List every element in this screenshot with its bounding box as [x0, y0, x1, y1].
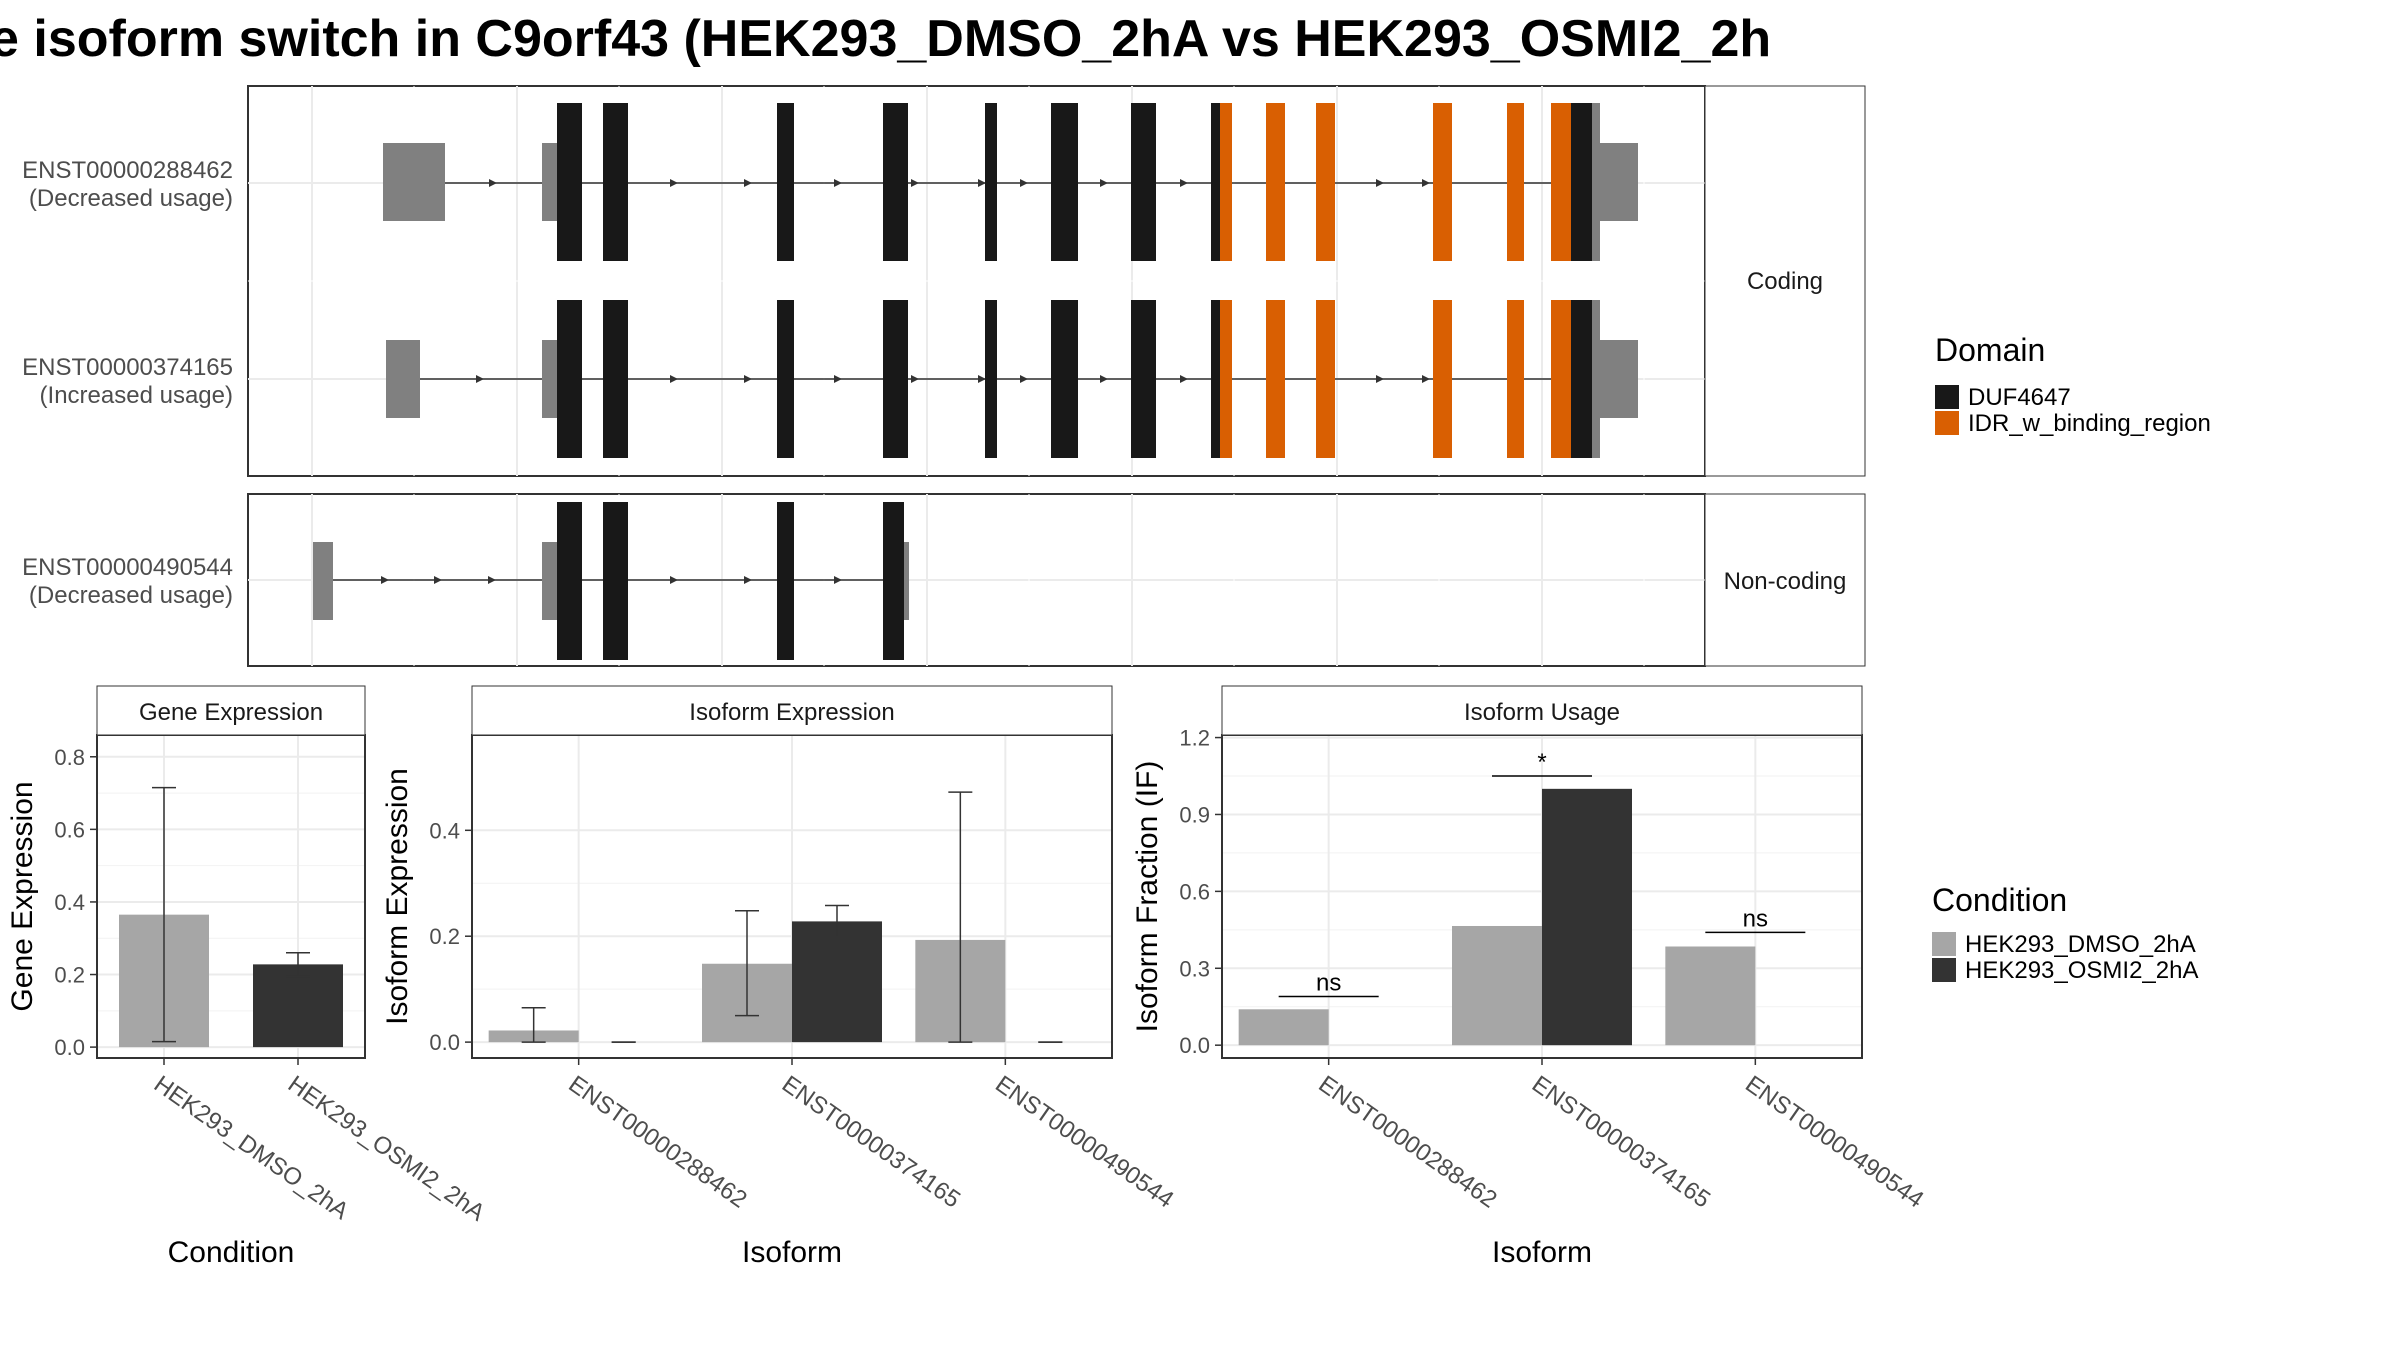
y-tick-label: 0.4 — [429, 818, 460, 843]
chart-title: Isoform Expression — [689, 699, 894, 726]
bar-hek293-dmso-2ha-enst00000490544 — [1665, 946, 1756, 1046]
transcript-label-1-usage: (Decreased usage) — [29, 185, 233, 212]
legend-label-dmso: HEK293_DMSO_2hA — [1965, 931, 2196, 958]
facet-label-noncoding: Non-coding — [1724, 568, 1847, 595]
legend-condition-title: Condition — [1932, 882, 2067, 918]
y-tick-label: 0.4 — [54, 890, 85, 915]
y-tick-label: 1.2 — [1179, 726, 1210, 751]
legend-label-osmi2: HEK293_OSMI2_2hA — [1965, 957, 2198, 984]
y-tick-label: 0.0 — [429, 1030, 460, 1055]
chart-isoform-usage: ns * ns Isoform Usage 0.0 0.3 0.6 0.9 1.2 ENST000… — [1131, 685, 1928, 1269]
legend-swatch-duf4647 — [1935, 385, 1959, 409]
legend-label-duf4647: DUF4647 — [1968, 384, 2071, 411]
x-axis-title: Condition — [168, 1236, 295, 1269]
transcript-label-1-id: ENST00000288462 — [22, 157, 233, 184]
transcript-labels: ENST00000288462 (Decreased usage) ENST00… — [22, 157, 233, 609]
bar-hek293-osmi2-2ha — [253, 964, 343, 1048]
x-tick-label-enst00000374165: ENST00000374165 — [1527, 1071, 1715, 1214]
legend-domain: Domain DUF4647 IDR_w_binding_region — [1935, 332, 2211, 437]
x-tick-label-enst00000490544: ENST00000490544 — [990, 1071, 1178, 1214]
legend-swatch-osmi2 — [1932, 958, 1956, 982]
transcript-structure-1 — [383, 103, 1638, 261]
y-tick-label: 0.9 — [1179, 802, 1210, 827]
facet-strip-coding — [1704, 85, 1866, 477]
bar-hek293-osmi2-2ha-enst00000374165 — [1542, 788, 1632, 1046]
chart-title: Isoform Usage — [1464, 699, 1620, 726]
significance-label: ns — [1743, 905, 1768, 932]
transcript-structure-3 — [313, 502, 909, 660]
significance-label: * — [1537, 749, 1546, 776]
significance-label: ns — [1316, 969, 1341, 996]
facet-strip — [1221, 685, 1863, 736]
y-tick-label: 0.3 — [1179, 956, 1210, 981]
x-tick-label-enst00000288462: ENST00000288462 — [1314, 1071, 1502, 1214]
facet-strip — [471, 685, 1113, 736]
y-axis-title: Isoform Fraction (IF) — [1131, 761, 1164, 1033]
bar-hek293-dmso-2ha-enst00000374165 — [1452, 925, 1542, 1046]
chart-gene-expression: Gene Expression0.00.20.40.60.8HEK293_DMS… — [6, 685, 490, 1269]
y-tick-label: 0.2 — [429, 924, 460, 949]
y-tick-label: 0.0 — [54, 1035, 85, 1060]
legend-domain-title: Domain — [1935, 332, 2045, 368]
x-tick-label-enst00000288462: ENST00000288462 — [564, 1071, 752, 1214]
legend-condition: Condition HEK293_DMSO_2hA HEK293_OSMI2_2… — [1932, 882, 2198, 984]
x-axis-title: Isoform — [742, 1236, 842, 1269]
facet-strip-noncoding — [1704, 493, 1866, 667]
y-axis-title: Gene Expression — [6, 781, 39, 1011]
y-tick-label: 0.0 — [1179, 1033, 1210, 1058]
x-axis-title: Isoform — [1492, 1236, 1592, 1269]
transcript-structure-2 — [386, 300, 1638, 458]
facet-label-coding: Coding — [1747, 268, 1823, 295]
legend-swatch-idr — [1935, 411, 1959, 435]
x-tick-label-enst00000374165: ENST00000374165 — [777, 1071, 965, 1214]
legend-label-idr: IDR_w_binding_region — [1968, 410, 2211, 437]
transcript-label-3-usage: (Decreased usage) — [29, 582, 233, 609]
chart-isoform-expression: Isoform Expression 0.0 0.2 0.4 ENST000002884… — [381, 685, 1178, 1269]
y-tick-label: 0.8 — [54, 745, 85, 770]
figure-title: e isoform switch in C9orf43 (HEK293_DMSO… — [0, 10, 1771, 68]
legend-swatch-dmso — [1932, 932, 1956, 956]
bar-hek293-dmso-2ha-enst00000288462 — [1238, 1009, 1329, 1046]
y-tick-label: 0.6 — [1179, 879, 1210, 904]
y-tick-label: 0.6 — [54, 817, 85, 842]
transcript-label-2-id: ENST00000374165 — [22, 354, 233, 381]
bar-hek293-osmi2-2ha-enst00000374165 — [792, 921, 882, 1043]
chart-title: Gene Expression — [139, 699, 323, 726]
transcript-label-2-usage: (Increased usage) — [40, 382, 233, 409]
y-tick-label: 0.2 — [54, 963, 85, 988]
transcript-label-3-id: ENST00000490544 — [22, 554, 233, 581]
x-tick-label-enst00000490544: ENST00000490544 — [1740, 1071, 1928, 1214]
facet-strip — [96, 685, 366, 736]
y-axis-title: Isoform Expression — [381, 768, 414, 1025]
